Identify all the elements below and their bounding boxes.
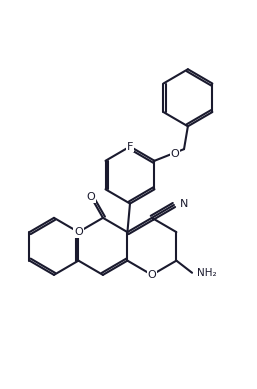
Text: F: F xyxy=(127,142,133,152)
Text: O: O xyxy=(87,192,95,202)
Text: N: N xyxy=(180,199,189,209)
Text: NH₂: NH₂ xyxy=(197,268,217,278)
Text: O: O xyxy=(171,149,179,159)
Text: O: O xyxy=(148,270,156,280)
Text: O: O xyxy=(74,227,83,237)
